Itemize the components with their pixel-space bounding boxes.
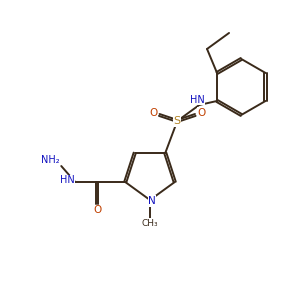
Text: O: O (197, 108, 206, 118)
Text: HN: HN (59, 175, 74, 185)
Text: O: O (93, 205, 101, 215)
Text: O: O (149, 108, 157, 118)
Text: NH₂: NH₂ (41, 155, 59, 165)
Text: HN: HN (190, 95, 205, 105)
Text: CH₃: CH₃ (142, 218, 158, 227)
Text: N: N (148, 196, 156, 206)
Text: S: S (174, 116, 181, 126)
